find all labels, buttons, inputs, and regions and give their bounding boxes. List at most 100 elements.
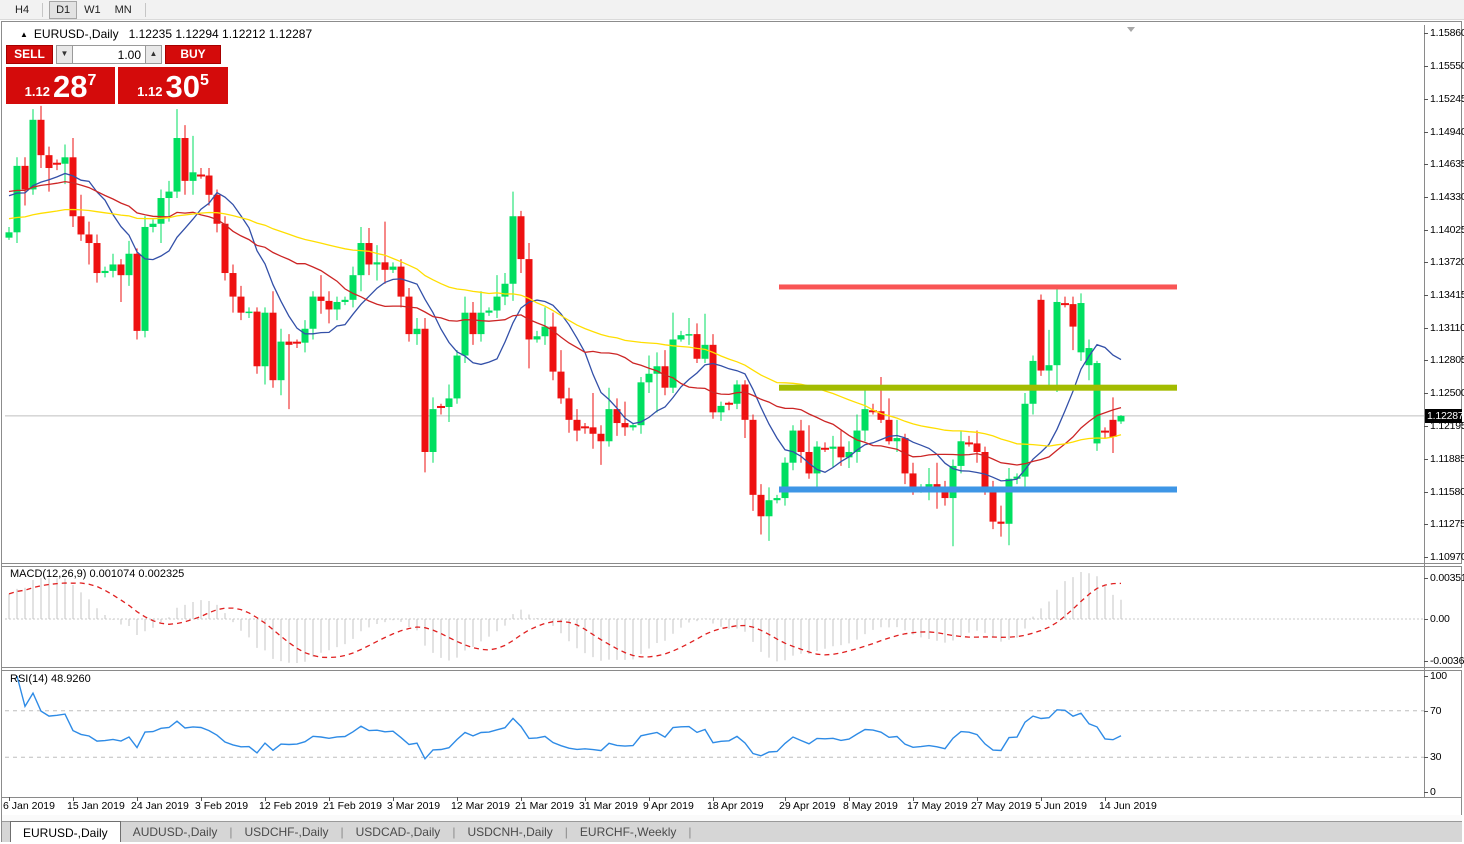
candle-body (253, 311, 261, 367)
candle-body (1037, 299, 1045, 371)
candle-body (997, 521, 1005, 524)
candle-body (957, 441, 965, 466)
candle-body (141, 226, 149, 331)
candle-body (277, 341, 285, 381)
price-tick-mark (1424, 360, 1428, 362)
candle-body (501, 283, 509, 297)
candle-body (893, 438, 901, 442)
candle-body (493, 296, 501, 311)
candle-body (1005, 478, 1013, 524)
price-tick-mark (1424, 393, 1428, 395)
candle-body (717, 405, 725, 413)
toolbar-separator (42, 2, 44, 17)
rsi-panel-separator[interactable] (2, 667, 1462, 671)
candle-body (837, 446, 845, 458)
chart-title-symbol: EURUSD-,Daily (33, 27, 119, 41)
price-tick-label: 1.12805 (1430, 354, 1464, 367)
candle-body (509, 216, 517, 284)
symbol-tab-eurusd[interactable]: EURUSD-,Daily (10, 821, 121, 842)
chart-title-ohlc: 1.12235 1.12294 1.12212 1.12287 (128, 27, 313, 41)
candle-body (637, 382, 645, 426)
macd-signal-line (8, 582, 1122, 659)
date-tick-label: 21 Feb 2019 (323, 800, 382, 812)
candle-body (317, 296, 325, 301)
symbol-tab-audusd[interactable]: AUDUSD-,Daily (132, 825, 218, 839)
macd-tick-mark (1424, 661, 1428, 662)
chart-title-arrow-icon: ▲ (20, 29, 28, 39)
volume-input[interactable] (73, 45, 145, 64)
candle-body (709, 344, 717, 413)
candle-body (533, 336, 541, 340)
candle-body (213, 194, 221, 224)
candle-body (1021, 403, 1029, 477)
date-tick-mark (393, 797, 394, 801)
sell-button[interactable]: SELL (6, 45, 53, 64)
candle-body (813, 446, 821, 474)
candle-body (93, 243, 101, 274)
tab-separator: | (452, 825, 456, 839)
candle-body (941, 489, 949, 499)
buy-button[interactable]: BUY (165, 45, 221, 64)
candle-body (229, 273, 237, 297)
candle-body (357, 243, 365, 276)
candle-body (301, 328, 309, 343)
candle-body (285, 341, 293, 345)
sell-quote-button[interactable]: 1.12 28 7 (6, 67, 115, 104)
symbol-tab-usdcnh[interactable]: USDCNH-,Daily (467, 825, 553, 839)
rsi-value: 48.9260 (50, 673, 91, 685)
price-tick-label: 1.15550 (1430, 60, 1464, 73)
sell-price-main: 28 (52, 69, 88, 104)
price-tick-label: 1.14330 (1430, 190, 1464, 203)
buy-price-prefix: 1.12 (137, 84, 163, 99)
candle-body (653, 366, 661, 374)
date-tick-label: 31 Mar 2019 (579, 800, 638, 812)
timeframe-button-h4[interactable]: H4 (15, 3, 30, 16)
candle-body (173, 138, 181, 192)
rsi-tick-label: 0 (1430, 786, 1436, 798)
sell-price-pip: 7 (87, 72, 97, 89)
macd-tick-label: 0.00 (1430, 613, 1450, 625)
date-tick-label: 15 Jan 2019 (67, 800, 125, 812)
candle-body (37, 119, 45, 156)
buy-price-pip: 5 (199, 72, 209, 89)
candle-body (981, 451, 989, 490)
price-tick-mark (1424, 164, 1428, 166)
candle-body (61, 157, 69, 164)
candle-body (397, 266, 405, 297)
rsi-tick-label: 30 (1430, 751, 1442, 764)
candle-body (205, 175, 213, 195)
buy-quote-button[interactable]: 1.12 30 5 (118, 67, 228, 104)
ma-slow-yellow (8, 208, 1122, 447)
date-tick-mark (977, 797, 978, 801)
price-tick-mark (1424, 458, 1428, 460)
candle-body (1109, 419, 1117, 437)
candle-body (925, 484, 933, 488)
candle-body (669, 339, 677, 388)
candle-body (349, 275, 357, 300)
date-tick-label: 6 Jan 2019 (3, 800, 55, 812)
candle-body (677, 335, 685, 340)
date-tick-mark (137, 797, 138, 801)
price-tick-label: 1.13720 (1430, 256, 1464, 269)
rsi-tick-mark (1424, 757, 1428, 759)
macd-panel-separator[interactable] (2, 563, 1462, 567)
candle-body (237, 296, 245, 313)
symbol-tab-usdchf[interactable]: USDCHF-,Daily (244, 825, 329, 839)
candle-body (557, 371, 565, 399)
buy-price-main: 30 (165, 69, 200, 104)
candle-body (21, 165, 29, 190)
symbol-tab-eurchf[interactable]: EURCHF-,Weekly (579, 825, 677, 839)
candle-body (1117, 415, 1125, 422)
candle-body (885, 419, 893, 442)
volume-increase-button[interactable]: ▲ (145, 45, 162, 64)
rsi-tick-label: 100 (1430, 670, 1447, 682)
timeframe-button-d1[interactable]: D1 (49, 0, 78, 19)
timeframe-button-mn[interactable]: MN (114, 3, 132, 16)
candle-body (853, 430, 861, 452)
symbol-tab-usdcad[interactable]: USDCAD-,Daily (355, 825, 441, 839)
volume-decrease-button[interactable]: ▼ (56, 45, 73, 64)
timeframe-button-w1[interactable]: W1 (84, 3, 101, 16)
candle-body (245, 311, 253, 314)
candle-body (629, 425, 637, 428)
